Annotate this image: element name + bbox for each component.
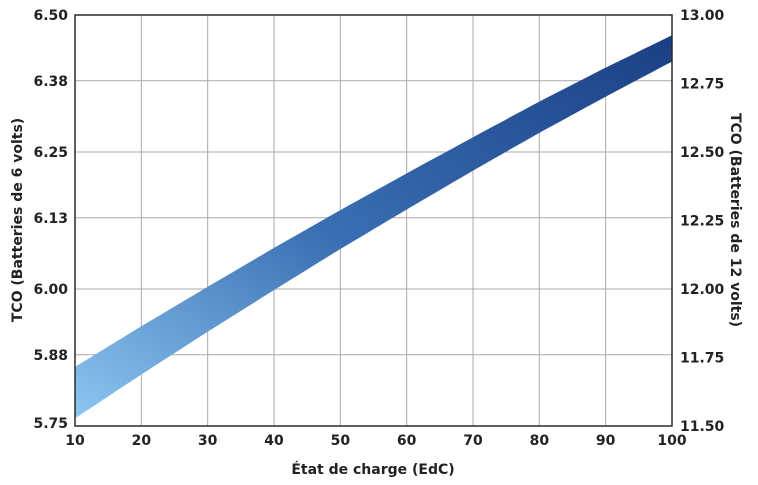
y-left-tick-label: 6.00 [33,282,68,298]
y-right-tick-label: 12.75 [680,77,724,93]
y-left-tick-label: 6.50 [33,8,68,24]
y-left-tick-label: 6.38 [33,74,68,90]
y-right-tick-label: 12.50 [680,145,725,161]
x-tick-label: 30 [198,433,218,449]
y-left-tick-label: 5.88 [33,348,68,364]
y-left-tick-label: 6.25 [33,145,68,161]
y-right-tick-label: 13.00 [680,8,725,24]
x-tick-label: 20 [132,433,152,449]
x-tick-label: 60 [397,433,417,449]
y-right-tick-label: 12.25 [680,214,724,230]
x-tick-label: 10 [65,433,85,449]
y-right-tick-label: 11.50 [680,419,725,435]
x-tick-label: 100 [657,433,686,449]
tco-band [75,35,672,419]
x-tick-labels: 10 20 30 40 50 60 70 80 90 100 [65,433,687,449]
plot-frame [74,14,673,427]
y-left-tick-label: 6.13 [33,211,68,227]
y-left-tick-labels: 5.75 5.88 6.00 6.13 6.25 6.38 6.50 [33,8,68,432]
x-tick-label: 50 [331,433,351,449]
x-axis-title: État de charge (EdC) [291,461,454,478]
y-left-tick-label: 5.75 [33,416,68,432]
x-tick-label: 40 [264,433,284,449]
x-tick-label: 80 [530,433,550,449]
y-left-axis-title: TCO (Batteries de 6 volts) [10,118,26,322]
x-tick-label: 70 [463,433,483,449]
y-right-axis-title: TCO (Batteries de 12 volts) [727,113,743,327]
x-tick-label: 90 [596,433,616,449]
y-right-tick-labels: 11.50 11.75 12.00 12.25 12.50 12.75 13.00 [680,8,725,435]
y-right-tick-label: 12.00 [680,282,725,298]
y-right-tick-label: 11.75 [680,351,724,367]
